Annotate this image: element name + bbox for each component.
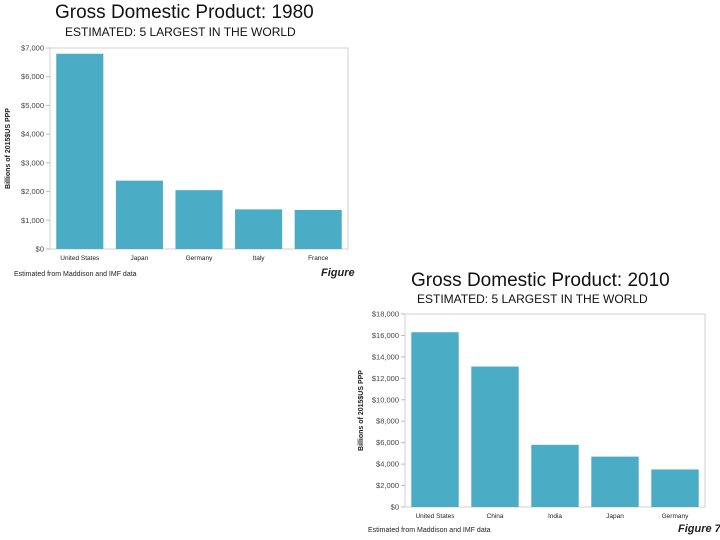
y-tick-label: $0 — [36, 245, 44, 254]
source-note: Estimated from Maddison and IMF data — [14, 271, 137, 278]
gdp-1980-chart: Gross Domestic Product: 1980 ESTIMATED: … — [0, 0, 365, 290]
chart-title: Gross Domestic Product: 2010 — [411, 270, 670, 291]
y-axis-label: Billions of 2015$US PPP — [5, 108, 12, 189]
bar — [235, 209, 283, 249]
bar — [175, 190, 223, 249]
bar — [411, 332, 459, 507]
chart-subtitle: ESTIMATED: 5 LARGEST IN THE WORLD — [417, 292, 648, 306]
y-tick-label: $4,000 — [21, 130, 44, 139]
y-tick-label: $3,000 — [21, 158, 44, 167]
y-tick-label: $14,000 — [372, 352, 399, 361]
figure-label: Figure — [321, 267, 355, 279]
x-tick-label: France — [308, 255, 329, 262]
gdp-1980-plot: $0 $1,000 $2,000 $3,000 $4,000 $5,000 $6,000 $7… — [5, 44, 349, 262]
y-tick-label: $4,000 — [376, 460, 399, 469]
y-tick-label: $0 — [391, 503, 399, 512]
source-note: Estimated from Maddison and IMF data — [368, 527, 491, 534]
y-tick-label: $1,000 — [21, 216, 44, 225]
y-tick-label: $5,000 — [21, 101, 44, 110]
x-tick-label: China — [487, 513, 504, 520]
y-tick-label: $10,000 — [372, 395, 399, 404]
y-tick-label: $12,000 — [372, 374, 399, 383]
x-tick-label: Japan — [131, 255, 149, 262]
y-tick-label: $8,000 — [376, 417, 399, 426]
y-tick-label: $7,000 — [21, 44, 44, 53]
y-tick-label: $18,000 — [372, 310, 399, 319]
chart-title: Gross Domestic Product: 1980 — [55, 2, 314, 23]
x-tick-label: United States — [415, 513, 455, 520]
y-tick-label: $6,000 — [376, 438, 399, 447]
bar — [531, 444, 579, 507]
y-tick-label: $16,000 — [372, 331, 399, 340]
bar — [294, 209, 342, 249]
bar — [115, 180, 163, 249]
y-tick-label: $2,000 — [376, 481, 399, 490]
y-tick-label: $2,000 — [21, 187, 44, 196]
x-tick-label: United States — [60, 255, 100, 262]
x-tick-label: India — [548, 513, 562, 520]
y-tick-label: $6,000 — [21, 72, 44, 81]
gdp-2010-chart: Gross Domestic Product: 2010 ESTIMATED: … — [355, 262, 720, 540]
y-axis-label: Billions of 2015$US PPP — [358, 370, 365, 451]
chart-subtitle: ESTIMATED: 5 LARGEST IN THE WORLD — [65, 25, 296, 39]
gdp-2010-plot: $0 $2,000 $4,000 $6,000 $8,000 $10,000 $12,000… — [358, 310, 706, 520]
x-tick-label: Japan — [606, 513, 624, 520]
figure-label: Figure 7 — [678, 523, 720, 535]
bar — [471, 366, 519, 507]
x-tick-label: Germany — [662, 513, 689, 520]
x-tick-label: Germany — [186, 255, 213, 262]
bar — [56, 53, 104, 249]
x-tick-label: Italy — [253, 255, 266, 262]
bar — [591, 456, 639, 507]
bar — [651, 469, 699, 507]
